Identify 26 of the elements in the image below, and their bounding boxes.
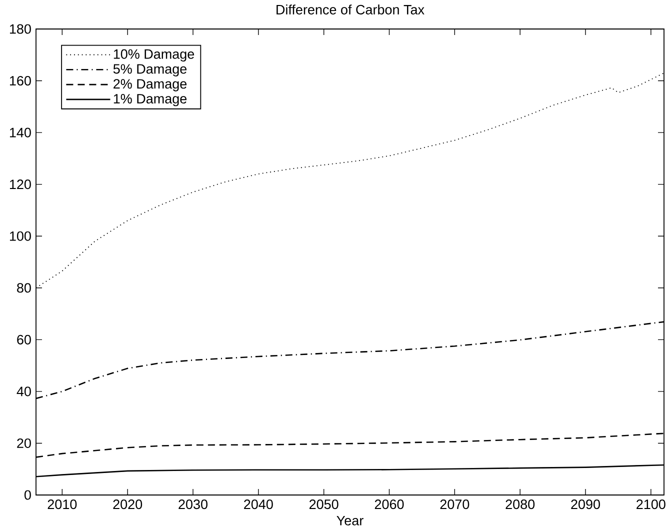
x-tick-label: 2020 [113,500,142,510]
x-tick-label: 2030 [178,500,208,510]
legend-label: 10% Damage [114,49,194,62]
y-tick-label: 160 [10,76,31,86]
x-tick-label: 2010 [48,500,77,510]
y-tick-label: 180 [10,24,31,34]
y-tick-label: 0 [24,490,31,500]
legend-label: 5% Damage [113,64,187,76]
y-tick-label: 20 [17,438,31,448]
legend-label: 2% Damage [114,79,187,92]
x-axis-title: Year [336,516,364,526]
x-tick-label: 2040 [244,500,273,510]
x-tick-label: 2080 [506,500,535,510]
y-tick-label: 120 [10,180,31,190]
y-tick-label: 40 [16,386,31,396]
legend-label: 1% Damage [114,94,187,106]
x-tick-label: 2050 [309,500,338,510]
y-tick-label: 140 [10,128,31,138]
y-tick-label: 80 [17,283,31,293]
chart-title: Difference of Carbon Tax [276,4,424,14]
y-tick-label: 60 [17,334,31,344]
x-tick-label: 2060 [374,500,404,510]
x-tick-label: 2090 [571,500,600,510]
x-tick-label: 2070 [440,500,470,510]
x-tick-label: 2100 [636,500,666,510]
y-tick-label: 100 [10,231,31,241]
